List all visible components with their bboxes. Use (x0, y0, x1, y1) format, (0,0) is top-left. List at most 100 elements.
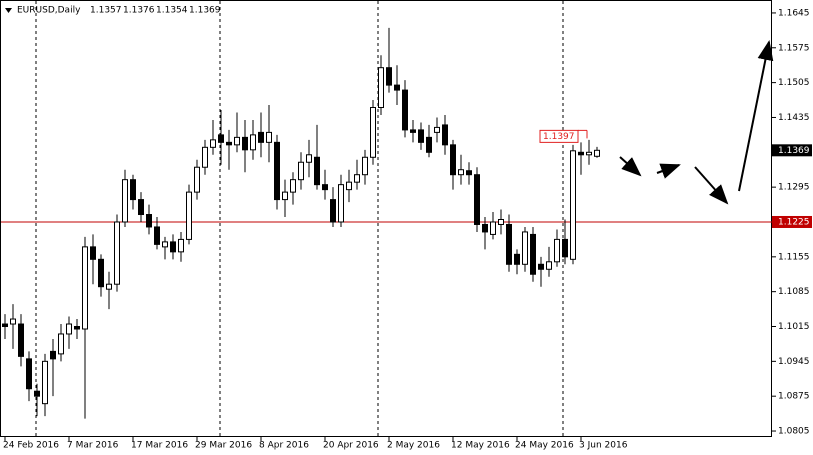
plot-frame (0, 0, 772, 437)
candle-body (498, 218, 504, 225)
menu-triangle (5, 8, 12, 13)
candle-body (450, 144, 456, 176)
candle-body (322, 184, 328, 191)
candle-body (466, 170, 472, 176)
candle-body (98, 258, 104, 288)
candle-body (506, 223, 512, 265)
candle-body (146, 214, 152, 228)
candle-body (386, 67, 392, 86)
candle-body (242, 136, 248, 151)
y-tick-label: 1.0875 (778, 392, 810, 402)
candle-body (82, 246, 88, 330)
candle-body (586, 151, 592, 156)
x-tick-label: 24 Feb 2016 (3, 441, 59, 451)
candle-body (514, 253, 520, 265)
y-tick-label: 1.1435 (778, 113, 810, 123)
candle-body (58, 333, 64, 355)
price-box (772, 144, 812, 157)
candle-body (66, 323, 72, 335)
candle-body (434, 126, 440, 133)
candle-body (114, 221, 120, 285)
candle-body (170, 241, 176, 253)
y-tick-label: 1.1505 (778, 78, 810, 88)
candle-body (426, 136, 432, 153)
arrow (656, 163, 681, 179)
level-box (772, 215, 812, 228)
candle-body (154, 226, 160, 245)
candle-body (394, 84, 400, 91)
symbol: EURUSD,Daily (17, 6, 81, 16)
candle-body (50, 350, 56, 360)
candle-body (522, 231, 528, 265)
candle-body (554, 238, 560, 263)
candle-body (138, 199, 144, 216)
x-tick-label: 20 Apr 2016 (323, 441, 379, 451)
candle-body (530, 233, 536, 275)
candle-body (410, 129, 416, 133)
candle-body (482, 223, 488, 233)
candle-body (10, 318, 16, 325)
candle-body (594, 149, 600, 157)
candle-body (330, 199, 336, 223)
price-tag-label: 1.1397 (543, 132, 575, 142)
candle-body (266, 131, 272, 143)
candle-body (210, 139, 216, 148)
y-tick-label: 1.1645 (778, 8, 810, 18)
x-tick-label: 8 Apr 2016 (259, 441, 309, 451)
candle-body (562, 238, 568, 258)
forecast-arrows (619, 40, 774, 205)
x-tick-label: 3 Jun 2016 (579, 441, 628, 451)
candle-body (202, 146, 208, 168)
x-tick-label: 29 Mar 2016 (195, 441, 252, 451)
candle-body (258, 131, 264, 143)
x-tick-label: 7 Mar 2016 (67, 441, 119, 451)
header-low: 1.1354 (156, 6, 188, 16)
header-close: 1.1369 (189, 6, 221, 16)
candle-body (538, 263, 544, 270)
y-tick-label: 1.1085 (778, 287, 810, 297)
candle-body (578, 151, 584, 156)
header-high: 1.1376 (123, 6, 155, 16)
level-label: 1.1225 (778, 217, 810, 227)
candle-body (546, 261, 552, 270)
candle-body (378, 67, 384, 109)
candle-body (314, 156, 320, 186)
candle-body (34, 390, 40, 397)
y-tick-label: 1.0945 (778, 357, 810, 367)
y-tick-label: 1.0805 (778, 427, 810, 437)
candle-body (18, 323, 24, 357)
arrow (694, 166, 729, 205)
candle-body (402, 89, 408, 131)
candle-body (194, 166, 200, 193)
candle-body (490, 221, 496, 235)
candle-body (418, 129, 424, 143)
candle-body (298, 161, 304, 181)
y-tick-label: 1.1295 (778, 183, 810, 193)
x-tick-label: 12 May 2016 (451, 441, 510, 451)
candle-body (130, 179, 136, 201)
candle-body (458, 169, 464, 176)
candle-body (570, 150, 576, 260)
candle-body (2, 323, 8, 328)
y-tick-label: 1.1575 (778, 43, 810, 53)
candle-body (370, 107, 376, 158)
arrow (619, 156, 642, 177)
candle-body (250, 134, 256, 151)
candle-body (354, 174, 360, 183)
price-label: 1.1369 (778, 146, 810, 156)
candle-body (474, 174, 480, 225)
candle-body (290, 179, 296, 193)
candle-body (306, 154, 312, 163)
candle-body (186, 191, 192, 240)
x-tick-label: 2 May 2016 (387, 441, 440, 451)
arrow (738, 40, 774, 192)
candle-body (442, 124, 448, 146)
candle-body (346, 181, 352, 191)
x-tick-label: 17 Mar 2016 (131, 441, 188, 451)
candle-body (90, 246, 96, 260)
candle-body (282, 191, 288, 201)
candle-body (74, 326, 80, 330)
price-tag (539, 129, 579, 143)
candle-body (218, 134, 224, 143)
